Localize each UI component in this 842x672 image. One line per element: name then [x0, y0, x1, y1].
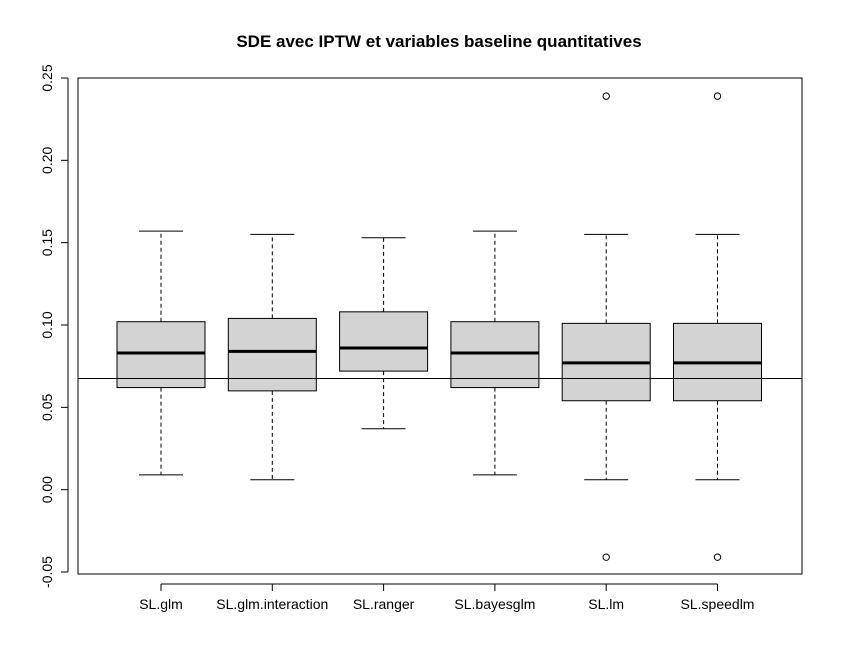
box-series: [116, 92, 762, 561]
y-tick-label: 0.20: [39, 146, 55, 173]
x-tick-label: SL.bayesglm: [454, 596, 535, 612]
x-tick-label: SL.ranger: [353, 596, 415, 612]
y-tick-label: 0.00: [39, 476, 55, 503]
outlier-point: [713, 92, 722, 100]
box-sl-lm: [561, 92, 651, 561]
box-iqr: [116, 321, 206, 389]
box-sl-ranger: [339, 237, 429, 430]
outlier-point: [602, 553, 610, 561]
y-tick-label: -0.05: [39, 556, 55, 588]
chart-title: SDE avec IPTW et variables baseline quan…: [236, 32, 641, 51]
x-tick-label: SL.lm: [588, 596, 624, 612]
box-sl-glm: [116, 230, 206, 476]
box-iqr: [339, 311, 429, 372]
box-sl-bayesglm: [450, 230, 540, 476]
x-axis: SL.glm SL.glm.interaction SL.ranger SL.baye…: [139, 583, 755, 612]
y-tick-label: 0.25: [39, 64, 55, 91]
y-tick-label: 0.10: [39, 311, 55, 338]
y-tick-label: 0.15: [39, 229, 55, 256]
y-axis: -0.05 0.00 0.05 0.10 0.15 0.20 0.25: [39, 64, 69, 588]
outlier-point: [602, 92, 610, 100]
outlier-point: [713, 553, 722, 561]
box-sl-speedlm: [673, 92, 762, 561]
x-tick-label: SL.speedlm: [681, 596, 755, 612]
x-tick-label: SL.glm: [139, 596, 183, 612]
box-iqr: [450, 321, 540, 389]
x-tick-label: SL.glm.interaction: [216, 596, 328, 612]
plot-frame: [77, 77, 803, 575]
box-sl-glm-interaction: [227, 233, 317, 481]
y-tick-label: 0.05: [39, 393, 55, 420]
box-iqr: [227, 317, 317, 392]
